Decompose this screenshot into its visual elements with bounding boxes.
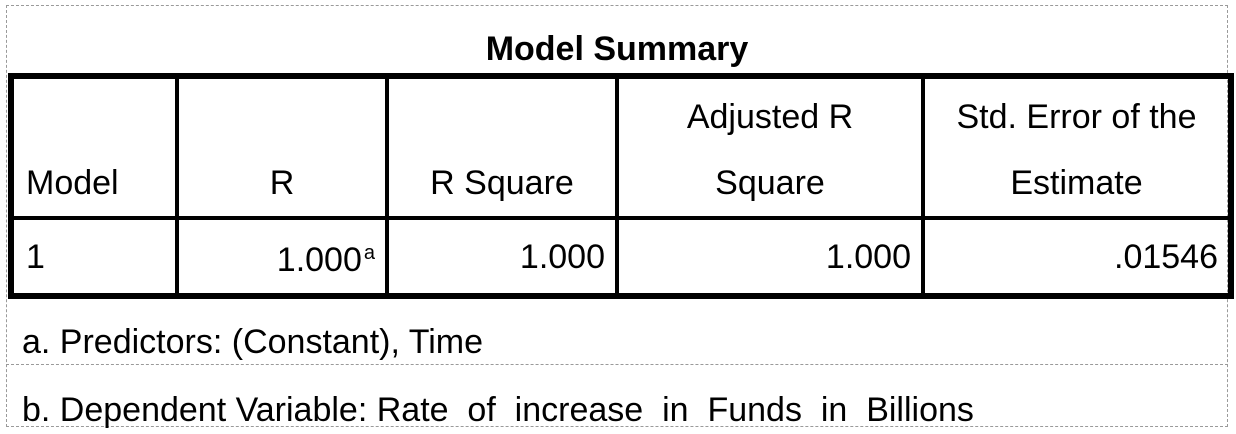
header-std-error: Std. Error of the Estimate xyxy=(921,74,1233,220)
cell-model: 1 xyxy=(9,216,179,298)
header-r: R xyxy=(175,74,389,220)
table-row: 1 1.000 a 1.000 1.000 .01546 xyxy=(9,216,1233,298)
cell-adjusted-r-square: 1.000 xyxy=(615,216,925,298)
cell-std-error: .01546 xyxy=(921,216,1233,298)
footnote-marker: a xyxy=(363,242,375,264)
header-row: Model R R Square Adjusted R Square Std. … xyxy=(9,74,1233,220)
cell-r: 1.000 a xyxy=(175,216,389,298)
header-model: Model xyxy=(9,74,179,220)
model-summary-table: Model R R Square Adjusted R Square Std. … xyxy=(8,73,1234,299)
footnote-divider xyxy=(6,364,1228,365)
header-r-square: R Square xyxy=(385,74,619,220)
table-title: Model Summary xyxy=(485,30,749,68)
header-adjusted-r-square: Adjusted R Square xyxy=(615,74,925,220)
footnote-a: a. Predictors: (Constant), Time xyxy=(22,323,484,361)
cell-r-square: 1.000 xyxy=(385,216,619,298)
footnote-b: b. Dependent Variable: Rate of increase … xyxy=(22,391,974,429)
